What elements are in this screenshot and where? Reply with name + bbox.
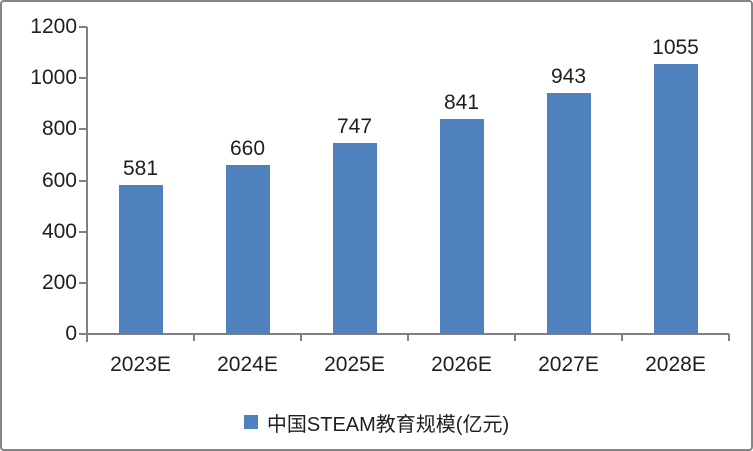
x-tick-label: 2023E bbox=[110, 353, 171, 376]
legend: 中国STEAM教育规模(亿元) bbox=[2, 408, 751, 436]
plot-area: 0 200 400 600 800 1000 1200 581 2023E 660 2024E 747… bbox=[2, 2, 751, 402]
y-tick bbox=[79, 281, 87, 284]
y-tick-label: 600 bbox=[41, 168, 77, 192]
x-tick-label: 2027E bbox=[538, 353, 599, 376]
bar bbox=[332, 142, 377, 334]
y-tick-label: 800 bbox=[41, 117, 77, 141]
y-tick bbox=[79, 77, 87, 80]
y-tick bbox=[79, 179, 87, 182]
x-tick bbox=[621, 334, 623, 341]
y-tick bbox=[79, 333, 87, 335]
y-tick bbox=[79, 128, 87, 131]
y-tick-label: 0 bbox=[65, 322, 77, 345]
bar-value-label: 943 bbox=[550, 64, 587, 88]
y-tick bbox=[79, 26, 87, 28]
x-tick bbox=[300, 334, 302, 341]
x-tick-label: 2026E bbox=[431, 353, 492, 376]
bar bbox=[118, 185, 163, 334]
x-tick-label: 2025E bbox=[324, 353, 385, 376]
bar bbox=[653, 64, 698, 334]
y-tick-label: 1000 bbox=[30, 66, 77, 90]
x-tick-label: 2028E bbox=[645, 353, 706, 376]
bar-value-label: 660 bbox=[229, 137, 266, 161]
bar bbox=[546, 92, 591, 334]
y-tick bbox=[79, 230, 87, 233]
x-tick bbox=[407, 334, 409, 341]
legend-label: 中国STEAM教育规模(亿元) bbox=[266, 413, 510, 436]
bar-value-label: 747 bbox=[336, 114, 373, 138]
y-tick-label: 1200 bbox=[30, 15, 77, 38]
x-tick-label: 2024E bbox=[217, 353, 278, 376]
bar-value-label: 581 bbox=[122, 157, 159, 181]
x-tick bbox=[193, 334, 195, 341]
x-tick bbox=[514, 334, 516, 341]
bar bbox=[225, 165, 270, 334]
x-tick bbox=[728, 334, 730, 341]
bar-value-label: 841 bbox=[443, 90, 480, 114]
legend-swatch bbox=[243, 415, 258, 429]
y-axis-line bbox=[86, 27, 88, 342]
bar-value-label: 1055 bbox=[652, 36, 699, 60]
x-tick bbox=[86, 334, 88, 341]
y-tick-label: 200 bbox=[41, 270, 77, 294]
y-tick-label: 400 bbox=[41, 219, 77, 243]
bar bbox=[439, 118, 484, 334]
